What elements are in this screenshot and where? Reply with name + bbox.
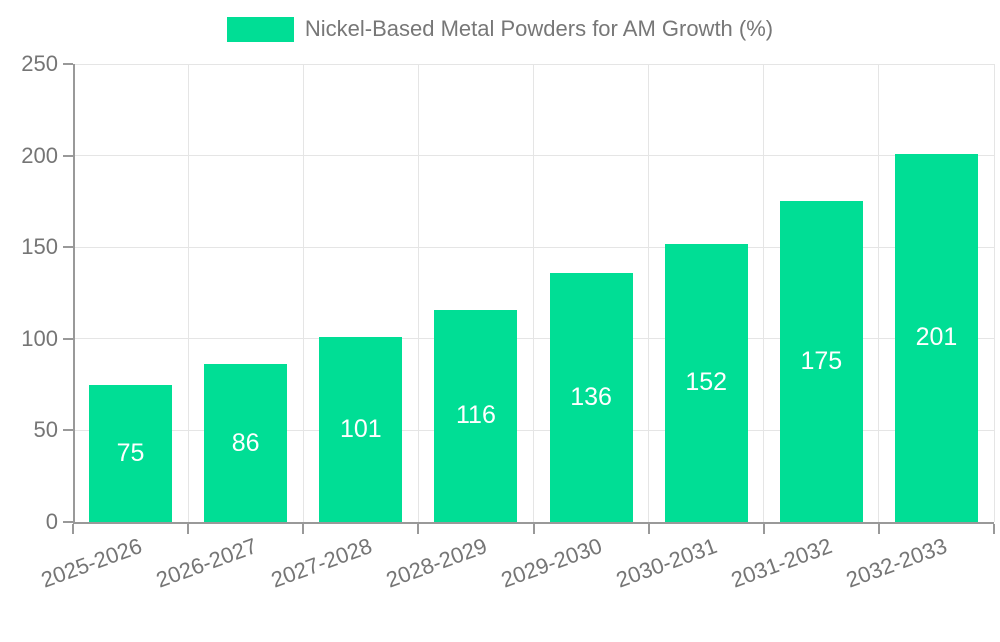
bar-2028-2029: 116 — [434, 309, 518, 522]
bar-chart: Nickel-Based Metal Powders for AM Growth… — [0, 16, 1000, 593]
v-gridline — [302, 64, 304, 522]
bar-value-label: 86 — [231, 428, 260, 457]
legend: Nickel-Based Metal Powders for AM Growth… — [0, 16, 1000, 42]
bar-value-label: 116 — [456, 401, 496, 430]
x-axis-tick — [993, 524, 995, 534]
y-axis-tick — [63, 337, 73, 340]
v-gridline — [993, 64, 995, 522]
y-axis-tick — [63, 63, 73, 65]
y-axis-tick — [63, 429, 73, 432]
bar-2029-2030: 136 — [549, 272, 633, 522]
y-axis-line — [73, 64, 75, 524]
y-axis-tick-label: 100 — [21, 325, 58, 351]
x-axis-tick — [72, 524, 74, 534]
x-axis-tick — [187, 524, 190, 534]
bar-2030-2031: 152 — [664, 243, 748, 522]
y-axis-tick — [63, 521, 73, 523]
v-gridline — [878, 64, 880, 522]
bar-value-label: 175 — [800, 347, 843, 376]
x-axis-tick — [762, 524, 765, 534]
bar-value-label: 101 — [339, 414, 382, 443]
v-gridline — [763, 64, 765, 522]
y-axis-tick — [63, 154, 73, 157]
x-axis-tick — [532, 524, 535, 534]
bar-value-label: 136 — [570, 382, 612, 411]
x-axis-tick — [417, 524, 420, 534]
y-axis-tick — [63, 246, 73, 249]
y-axis-tick-label: 0 — [45, 509, 58, 534]
legend-label: Nickel-Based Metal Powders for AM Growth… — [304, 16, 774, 41]
bar-2027-2028: 101 — [319, 336, 403, 522]
plot-area: 75 86 101 116 136 152 175 201 — [63, 63, 995, 534]
bar-value-label: 201 — [915, 323, 958, 352]
y-axis-tick-label: 200 — [21, 142, 58, 168]
v-gridline — [187, 64, 189, 522]
legend-swatch — [226, 16, 294, 42]
y-axis-tick-label: 50 — [33, 417, 58, 443]
bar-2026-2027: 86 — [204, 364, 288, 522]
x-axis-tick — [877, 524, 880, 534]
y-axis-tick-label: 250 — [21, 51, 58, 76]
bar-value-label: 75 — [116, 438, 145, 467]
x-axis-tick — [302, 524, 305, 534]
v-gridline — [533, 64, 534, 522]
bar-2031-2032: 175 — [779, 201, 863, 522]
x-axis-tick — [647, 524, 650, 534]
bar-2032-2033: 201 — [894, 153, 978, 522]
y-axis-tick-label: 150 — [21, 234, 58, 260]
bar-2025-2026: 75 — [89, 384, 173, 522]
x-axis-line — [73, 522, 994, 524]
v-gridline — [417, 64, 419, 522]
v-gridline — [648, 64, 650, 522]
bar-value-label: 152 — [685, 368, 728, 397]
